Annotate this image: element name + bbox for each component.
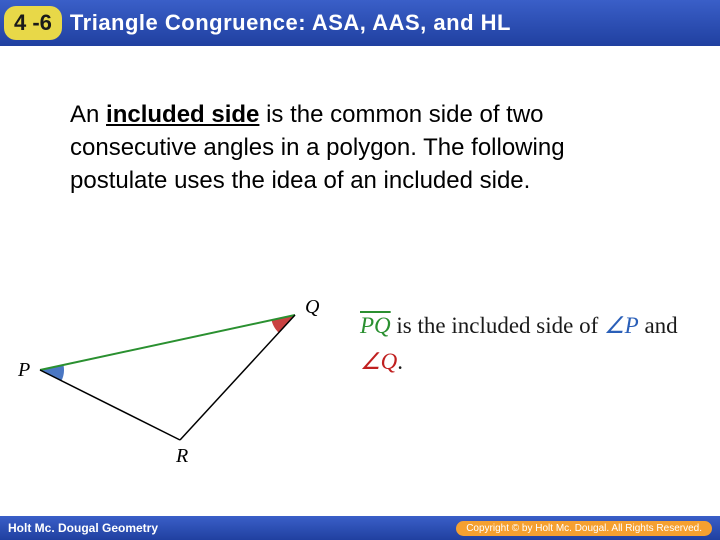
slide-footer: Holt Mc. Dougal Geometry Copyright © by … <box>0 516 720 540</box>
footer-source: Holt Mc. Dougal Geometry <box>8 521 158 535</box>
diagram-caption: PQ is the included side of ∠P and ∠Q. <box>360 308 700 379</box>
triangle-svg: P Q R <box>10 280 350 480</box>
caption-period: . <box>397 349 403 374</box>
body-prefix: An <box>70 101 106 128</box>
caption-and: and <box>639 313 678 338</box>
angle-q-label: ∠Q <box>360 349 397 374</box>
section-number-badge: 4 -6 <box>4 6 62 40</box>
slide-header: 4 -6 Triangle Congruence: ASA, AAS, and … <box>0 0 720 46</box>
angle-p-label: ∠P <box>604 313 639 338</box>
definition-paragraph: An included side is the common side of t… <box>70 98 630 197</box>
segment-label: PQ <box>360 313 391 338</box>
copyright-badge: Copyright © by Holt Mc. Dougal. All Righ… <box>456 521 712 536</box>
copyright-text: Copyright © by Holt Mc. Dougal. All Righ… <box>466 523 702 534</box>
caption-mid: is the included side of <box>391 313 604 338</box>
slide-title: Triangle Congruence: ASA, AAS, and HL <box>70 10 511 36</box>
svg-text:Q: Q <box>305 296 320 318</box>
svg-text:P: P <box>17 359 30 381</box>
svg-text:R: R <box>175 445 188 467</box>
keyword-term: included side <box>106 101 259 128</box>
